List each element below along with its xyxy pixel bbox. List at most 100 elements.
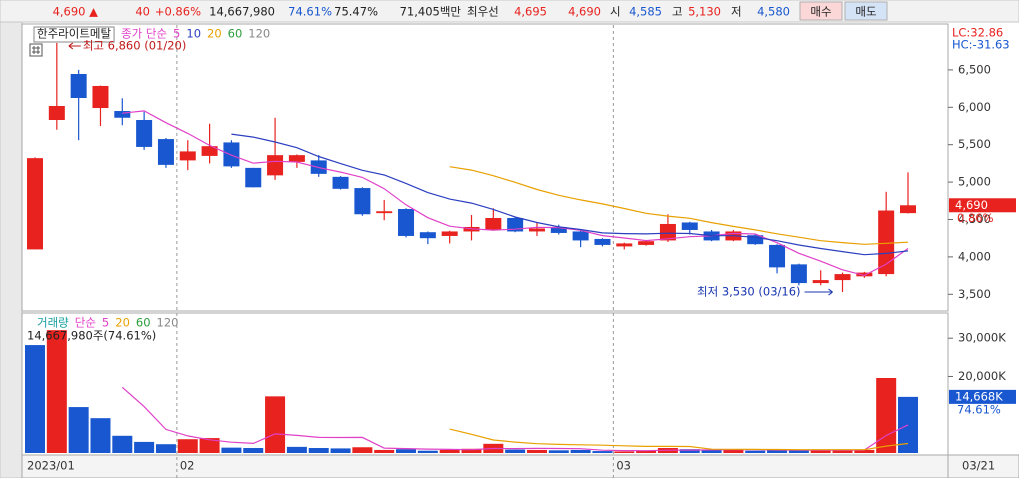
candle-body (92, 85, 109, 109)
y-tick-label: 5,500 (958, 137, 991, 151)
stock-name-box (33, 26, 115, 43)
last-volume-label: 14,668K (955, 389, 1003, 403)
candle-body (485, 217, 502, 230)
y-tick-label: 3,500 (958, 287, 991, 301)
high-annotation: 최고 6,860 (01/20) (83, 38, 187, 52)
candle-body (179, 151, 196, 161)
candle-body (681, 222, 698, 230)
buy-button[interactable] (799, 1, 843, 21)
volume-bar (221, 447, 242, 453)
x-tick-label: 2023/01 (27, 459, 75, 473)
volume-bar (46, 330, 67, 453)
volume-bar (112, 435, 133, 453)
low-label: 저 (731, 5, 742, 19)
last-price-tag (949, 198, 1016, 213)
volume-panel (21, 312, 949, 456)
legend-entry: 60 (228, 27, 243, 41)
ask-price: 4,695 (514, 5, 547, 19)
low-annotation: 최저 3,530 (03/16) (697, 285, 801, 299)
candle-body (288, 155, 305, 162)
annotation-arrow (804, 288, 833, 296)
price-change: 40 (135, 5, 150, 19)
moving-average-line (449, 428, 909, 451)
volume-bar (526, 449, 547, 453)
moving-average-line (449, 166, 909, 245)
volume-bar (854, 449, 875, 453)
candle-body (550, 226, 567, 233)
candle-body (659, 223, 676, 241)
grid-icon-lines (32, 46, 40, 54)
volume-bar (68, 407, 89, 453)
sell-button[interactable] (844, 1, 888, 21)
volume-ratio: 74.61% (288, 5, 332, 19)
annotation-arrow (68, 42, 81, 50)
volume-bar (679, 449, 700, 453)
candle-body (223, 142, 240, 167)
candle-body (70, 73, 87, 99)
volume-bar (352, 447, 373, 453)
volume-bar (745, 450, 766, 453)
candle-body (856, 272, 873, 277)
candle-body (528, 228, 545, 232)
open-price: 4,585 (629, 5, 662, 19)
volume-bar (810, 450, 831, 453)
candle-body (201, 146, 218, 156)
moving-average-line (231, 133, 909, 256)
legend-entry: 5 (173, 27, 180, 41)
volume-bar (417, 450, 438, 453)
candle-body (332, 176, 349, 189)
side-label: HC:-31.63 (952, 38, 1010, 52)
legend-entry: 단순 (75, 316, 96, 330)
high-label: 고 (672, 5, 683, 19)
legend-entry: 10 (186, 27, 201, 41)
volume-bar (832, 449, 853, 453)
open-label: 시 (610, 5, 621, 19)
candle-body (747, 235, 764, 245)
side-label: LC:32.86 (952, 26, 1003, 40)
candle-body (834, 274, 851, 281)
volume-bar (767, 450, 788, 453)
left-strip (0, 21, 23, 478)
legend-entry: 20 (207, 27, 222, 41)
trade-amount: 71,405백만 (400, 5, 462, 19)
volume-bar (723, 449, 744, 453)
price-panel (21, 23, 949, 312)
candle-body (900, 205, 916, 214)
candle-body (419, 232, 436, 239)
bid-price: 4,690 (568, 5, 601, 19)
volume-bar (505, 449, 526, 453)
date-box (947, 454, 1019, 478)
volume-bar (90, 418, 111, 453)
y-tick-label: 30,000K (958, 331, 1006, 345)
volume-bar (570, 449, 591, 453)
legend-entry: 종가 단순 (121, 27, 167, 41)
turnover-ratio: 75.47% (334, 5, 378, 19)
candle-body (48, 106, 65, 120)
legend-entry: 120 (157, 316, 179, 330)
grid-icon[interactable] (29, 43, 43, 57)
candle-body (136, 120, 153, 147)
high-price: 5,130 (688, 5, 721, 19)
volume-bar (155, 444, 176, 453)
y-tick-label: 5,000 (958, 175, 991, 189)
low-price: 4,580 (757, 5, 790, 19)
y-tick-label: 6,500 (958, 62, 991, 76)
legend-entry: 5 (102, 316, 109, 330)
candle-body (594, 238, 611, 245)
volume-bar (25, 345, 45, 453)
last-volume-pct: 74.61% (957, 402, 1001, 416)
candle-body (790, 264, 807, 284)
y-tick-label: 4,500 (958, 212, 991, 226)
candle-body (638, 241, 655, 245)
x-tick-label: 02 (180, 459, 195, 473)
volume-bar (788, 449, 809, 453)
volume-bar (308, 448, 329, 453)
top-bar (0, 0, 1019, 23)
candle-body (572, 231, 589, 241)
candle-body (507, 217, 524, 232)
last-volume-tag (949, 389, 1016, 404)
candle-body (267, 155, 284, 176)
buy-button-label: 매수 (810, 5, 831, 19)
candle-body (245, 167, 262, 188)
